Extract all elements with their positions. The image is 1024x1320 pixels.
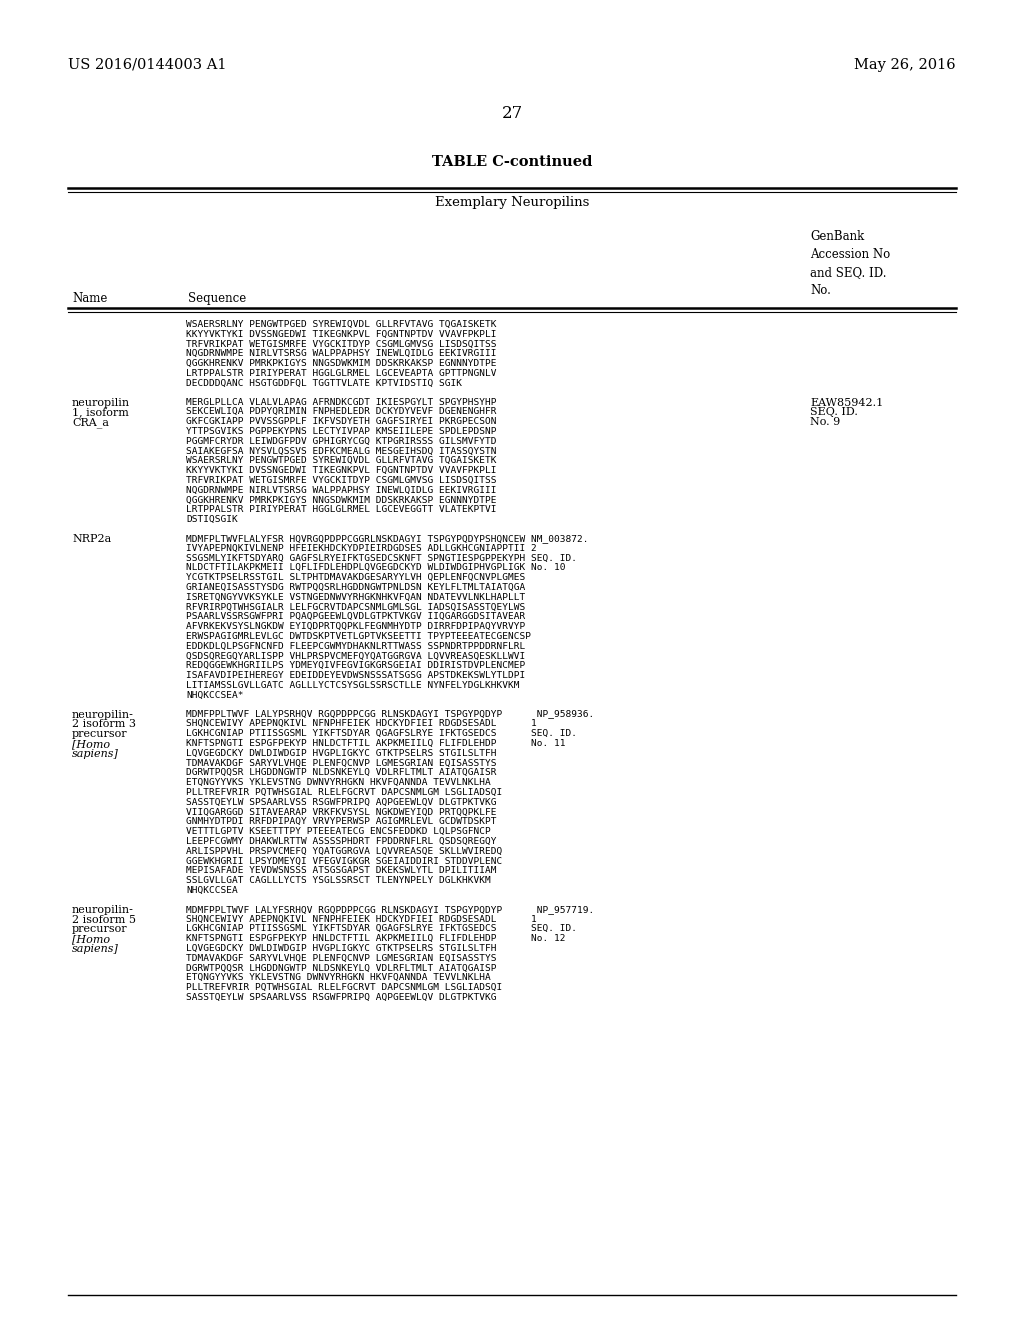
Text: QGGKHRENKV PMRKPKIGYS NNGSDWKMIM DDSKRKAKSP EGNNNYDTPE: QGGKHRENKV PMRKPKIGYS NNGSDWKMIM DDSKRKA…	[186, 359, 497, 368]
Text: SHQNCEWIVY APEPNQKIVL NFNPHFEIEK HDCKYDFIEI RDGDSESADL      1: SHQNCEWIVY APEPNQKIVL NFNPHFEIEK HDCKYDF…	[186, 719, 537, 729]
Text: ERWSPAGIGMRLEVLGC DWTDSKPTVETLGPTVKSEETTI TPYPTEEEATECGENCSP: ERWSPAGIGMRLEVLGC DWTDSKPTVETLGPTVKSEETT…	[186, 632, 531, 642]
Text: MEPISAFADE YEVDWSNSSS ATSGSGAPST DKEKSWLYTL DPILITIIAM: MEPISAFADE YEVDWSNSSS ATSGSGAPST DKEKSWL…	[186, 866, 497, 875]
Text: May 26, 2016: May 26, 2016	[854, 58, 956, 73]
Text: LGKHCGNIAP PTIISSGSML YIKFTSDYAR QGAGFSLRYE IFKTGSEDCS      SEQ. ID.: LGKHCGNIAP PTIISSGSML YIKFTSDYAR QGAGFSL…	[186, 729, 577, 738]
Text: DSTIQSGIK: DSTIQSGIK	[186, 515, 238, 524]
Text: MERGLPLLCA VLALVLAPAG AFRNDKCGDT IKIESPGYLT SPGYPHSYHP: MERGLPLLCA VLALVLAPAG AFRNDKCGDT IKIESPG…	[186, 397, 497, 407]
Text: LQVGEGDCKY DWLDIWDGIP HVGPLIGKYC GTKTPSELRS STGILSLTFH: LQVGEGDCKY DWLDIWDGIP HVGPLIGKYC GTKTPSE…	[186, 944, 497, 953]
Text: SASSTQEYLW SPSAARLVSS RSGWFPRIPQ AQPGEEWLQV DLGTPKTVKG: SASSTQEYLW SPSAARLVSS RSGWFPRIPQ AQPGEEW…	[186, 797, 497, 807]
Text: LEEPFCGWMY DHAKWLRTTW ASSSSPHDRT FPDDRNFLRL QSDSQREGQY: LEEPFCGWMY DHAKWLRTTW ASSSSPHDRT FPDDRNF…	[186, 837, 497, 846]
Text: PSAARLVSSRSGWFPRI PQAQPGEEWLQVDLGTPKTVKGV IIQGARGGDSITAVEAR: PSAARLVSSRSGWFPRI PQAQPGEEWLQVDLGTPKTVKG…	[186, 612, 525, 622]
Text: ARLISPPVHL PRSPVCMEFQ YQATGGRGVA LQVVREASQE SKLLWVIREDQ: ARLISPPVHL PRSPVCMEFQ YQATGGRGVA LQVVREA…	[186, 847, 502, 855]
Text: ETQNGYYVKS YKLEVSTNG DWNVYRHGKN HKVFQANNDA TEVVLNKLHA: ETQNGYYVKS YKLEVSTNG DWNVYRHGKN HKVFQANN…	[186, 779, 490, 787]
Text: 2 isoform 5: 2 isoform 5	[72, 915, 136, 924]
Text: NLDCTFTILAKPKMEII LQFLIFDLEHDPLQVGEGDCKYD WLDIWDGIPHVGPLIGK No. 10: NLDCTFTILAKPKMEII LQFLIFDLEHDPLQVGEGDCKY…	[186, 564, 565, 573]
Text: NQGDRNWMPE NIRLVTSRSG WALPPAPHSY INEWLQIDLG EEKIVRGIII: NQGDRNWMPE NIRLVTSRSG WALPPAPHSY INEWLQI…	[186, 350, 497, 359]
Text: PLLTREFVRIR PQTWHSGIAL RLELFGCRVT DAPCSNMLGM LSGLIADSQI: PLLTREFVRIR PQTWHSGIAL RLELFGCRVT DAPCSN…	[186, 983, 502, 993]
Text: DGRWTPQQSR LHGDDNGWTP NLDSNKEYLQ VDLRFLTMLT AIATQGAISR: DGRWTPQQSR LHGDDNGWTP NLDSNKEYLQ VDLRFLT…	[186, 768, 497, 777]
Text: ISRETQNGYVVKSYKLE VSTNGEDNWVYRHGKNHKVFQAN NDATEVVLNKLHAPLLT: ISRETQNGYVVKSYKLE VSTNGEDNWVYRHGKNHKVFQA…	[186, 593, 525, 602]
Text: ISAFAVDIPEIHEREGY EDEIDDEYEVDWSNSSSATSGSG APSTDKEKSWLYTLDPI: ISAFAVDIPEIHEREGY EDEIDDEYEVDWSNSSSATSGS…	[186, 671, 525, 680]
Text: DGRWTPQQSR LHGDDNGWTP NLDSNKEYLQ VDLRFLTMLT AIATQGAISP: DGRWTPQQSR LHGDDNGWTP NLDSNKEYLQ VDLRFLT…	[186, 964, 497, 973]
Text: US 2016/0144003 A1: US 2016/0144003 A1	[68, 58, 226, 73]
Text: Sequence: Sequence	[188, 292, 246, 305]
Text: SSGSMLYIKFTSDYARQ GAGFSLRYEIFKTGSEDCSKNFT SPNGTIESPGPPEKYPH SEQ. ID.: SSGSMLYIKFTSDYARQ GAGFSLRYEIFKTGSEDCSKNF…	[186, 553, 577, 562]
Text: TDMAVAKDGF SARYVLVHQE PLENFQCNVP LGMESGRIAN EQISASSTYS: TDMAVAKDGF SARYVLVHQE PLENFQCNVP LGMESGR…	[186, 759, 497, 768]
Text: IVYAPEPNQKIVLNENP HFEIEKHDCKYDPIEIRDGDSES ADLLGKHCGNIAPPTII 2: IVYAPEPNQKIVLNENP HFEIEKHDCKYDPIEIRDGDSE…	[186, 544, 537, 553]
Text: TABLE C-continued: TABLE C-continued	[432, 154, 592, 169]
Text: sapiens]: sapiens]	[72, 748, 119, 759]
Text: PLLTREFVRIR PQTWHSGIAL RLELFGCRVT DAPCSNMLGM LSGLIADSQI: PLLTREFVRIR PQTWHSGIAL RLELFGCRVT DAPCSN…	[186, 788, 502, 797]
Text: SASSTQEYLW SPSAARLVSS RSGWFPRIPQ AQPGEEWLQV DLGTPKTVKG: SASSTQEYLW SPSAARLVSS RSGWFPRIPQ AQPGEEW…	[186, 993, 497, 1002]
Text: QSDSQREGQYARLISPP VHLPRSPVCMEFQYQATGGRGVA LQVVREASQESKLLWVI: QSDSQREGQYARLISPP VHLPRSPVCMEFQYQATGGRGV…	[186, 652, 525, 660]
Text: LITIAMSSLGVLLGATC AGLLLYCTCSYSGLSSRSCTLLE NYNFELYDGLKHKVKM: LITIAMSSLGVLLGATC AGLLLYCTCSYSGLSSRSCTLL…	[186, 681, 519, 690]
Text: Name: Name	[72, 292, 108, 305]
Text: VETTTLGPTV KSEETTTPY PTEEEATECG ENCSFEDDKD LQLPSGFNCP: VETTTLGPTV KSEETTTPY PTEEEATECG ENCSFEDD…	[186, 828, 490, 836]
Text: NRP2a: NRP2a	[72, 535, 112, 544]
Text: NQGDRNWMPE NIRLVTSRSG WALPPAPHSY INEWLQIDLG EEKIVRGIII: NQGDRNWMPE NIRLVTSRSG WALPPAPHSY INEWLQI…	[186, 486, 497, 495]
Text: VIIQGARGGD SITAVEARAP VRKFKVSYSL NGKDWEYIQD PRTQQPKLFE: VIIQGARGGD SITAVEARAP VRKFKVSYSL NGKDWEY…	[186, 808, 497, 817]
Text: LRTPPALSTR PIRIYPERAT HGGLGLRMEL LGCEVEAPTA GPTTPNGNLV: LRTPPALSTR PIRIYPERAT HGGLGLRMEL LGCEVEA…	[186, 370, 497, 378]
Text: KKYYVKTYKI DVSSNGEDWI TIKEGNKPVL FQGNTNPTDV VVAVFPKPLI: KKYYVKTYKI DVSSNGEDWI TIKEGNKPVL FQGNTNP…	[186, 466, 497, 475]
Text: GKFCGKIAPP PVVSSGPPLF IKFVSDYETH GAGFSIRYEI PKRGPECSON: GKFCGKIAPP PVVSSGPPLF IKFVSDYETH GAGFSIR…	[186, 417, 497, 426]
Text: RFVRIRPQTWHSGIALR LELFGCRVTDAPCSNMLGMLSGL IADSQISASSTQEYLWS: RFVRIRPQTWHSGIALR LELFGCRVTDAPCSNMLGMLSG…	[186, 603, 525, 611]
Text: neuropilin-: neuropilin-	[72, 710, 134, 719]
Text: SEKCEWLIQA PDPYQRIMIN FNPHEDLEDR DCKYDYVEVF DGENENGHFR: SEKCEWLIQA PDPYQRIMIN FNPHEDLEDR DCKYDYV…	[186, 408, 497, 416]
Text: KKYYVKTYKI DVSSNGEDWI TIKEGNKPVL FQGNTNPTDV VVAVFPKPLI: KKYYVKTYKI DVSSNGEDWI TIKEGNKPVL FQGNTNP…	[186, 330, 497, 339]
Text: YTTPSGVIKS PGPPEKYPNS LECTYIVPAP KMSEIILEPE SPDLEPDSNP: YTTPSGVIKS PGPPEKYPNS LECTYIVPAP KMSEIIL…	[186, 426, 497, 436]
Text: DECDDDQANC HSGTGDDFQL TGGTTVLATE KPTVIDSTIQ SGIK: DECDDDQANC HSGTGDDFQL TGGTTVLATE KPTVIDS…	[186, 379, 462, 388]
Text: PGGMFCRYDR LEIWDGFPDV GPHIGRYCGQ KTPGRIRSSS GILSMVFYTD: PGGMFCRYDR LEIWDGFPDV GPHIGRYCGQ KTPGRIR…	[186, 437, 497, 446]
Text: LQVGEGDCKY DWLDIWDGIP HVGPLIGKYC GTKTPSELRS STGILSLTFH: LQVGEGDCKY DWLDIWDGIP HVGPLIGKYC GTKTPSE…	[186, 748, 497, 758]
Text: CRA_a: CRA_a	[72, 417, 109, 428]
Text: TRFVRIKPAT WETGISMRFE VYGCKITDYP CSGMLGMVSG LISDSQITSS: TRFVRIKPAT WETGISMRFE VYGCKITDYP CSGMLGM…	[186, 477, 497, 484]
Text: SSLGVLLGAT CAGLLLYCTS YSGLSSRSCT TLENYNPELY DGLKHKVKM: SSLGVLLGAT CAGLLLYCTS YSGLSSRSCT TLENYNP…	[186, 876, 490, 886]
Text: SHQNCEWIVY APEPNQKIVL NFNPHFEIEK HDCKYDFIEI RDGDSESADL      1: SHQNCEWIVY APEPNQKIVL NFNPHFEIEK HDCKYDF…	[186, 915, 537, 924]
Text: Exemplary Neuropilins: Exemplary Neuropilins	[435, 195, 589, 209]
Text: MDMFPLTWVFLALYFSR HQVRGQPDPPCGGRLNSKDAGYI TSPGYPQDYPSHQNCEW NM_003872.: MDMFPLTWVFLALYFSR HQVRGQPDPPCGGRLNSKDAGY…	[186, 535, 589, 543]
Text: WSAERSRLNY PENGWTPGED SYREWIQVDL GLLRFVTAVG TQGAISKETK: WSAERSRLNY PENGWTPGED SYREWIQVDL GLLRFVT…	[186, 457, 497, 466]
Text: LGKHCGNIAP PTIISSGSML YIKFTSDYAR QGAGFSLRYE IFKTGSEDCS      SEQ. ID.: LGKHCGNIAP PTIISSGSML YIKFTSDYAR QGAGFSL…	[186, 924, 577, 933]
Text: KNFTSPNGTI ESPGFPEKYP HNLDCTFTIL AKPKMEIILQ FLIFDLEHDP      No. 12: KNFTSPNGTI ESPGFPEKYP HNLDCTFTIL AKPKMEI…	[186, 935, 565, 944]
Text: WSAERSRLNY PENGWTPGED SYREWIQVDL GLLRFVTAVG TQGAISKETK: WSAERSRLNY PENGWTPGED SYREWIQVDL GLLRFVT…	[186, 319, 497, 329]
Text: sapiens]: sapiens]	[72, 944, 119, 954]
Text: [Homo: [Homo	[72, 935, 111, 944]
Text: KNFTSPNGTI ESPGFPEKYP HNLDCTFTIL AKPKMEIILQ FLIFDLEHDP      No. 11: KNFTSPNGTI ESPGFPEKYP HNLDCTFTIL AKPKMEI…	[186, 739, 565, 748]
Text: NHQKCCSEA: NHQKCCSEA	[186, 886, 238, 895]
Text: [Homo: [Homo	[72, 739, 111, 748]
Text: GNMHYDTPDI RRFDPIPAQY VRVYPERWSP AGIGMRLEVL GCDWTDSKPT: GNMHYDTPDI RRFDPIPAQY VRVYPERWSP AGIGMRL…	[186, 817, 497, 826]
Text: 2 isoform 3: 2 isoform 3	[72, 719, 136, 730]
Text: neuropilin: neuropilin	[72, 397, 130, 408]
Text: precursor: precursor	[72, 924, 128, 935]
Text: AFVRKEKVSYSLNGKDW EYIQDPRTQQPKLFEGNMHYDTP DIRRFDPIPAQYVRVYP: AFVRKEKVSYSLNGKDW EYIQDPRTQQPKLFEGNMHYDT…	[186, 622, 525, 631]
Text: SEQ. ID.: SEQ. ID.	[810, 408, 858, 417]
Text: 27: 27	[502, 106, 522, 121]
Text: 1, isoform: 1, isoform	[72, 408, 129, 417]
Text: TRFVRIKPAT WETGISMRFE VYGCKITDYP CSGMLGMVSG LISDSQITSS: TRFVRIKPAT WETGISMRFE VYGCKITDYP CSGMLGM…	[186, 339, 497, 348]
Text: EDDKDLQLPSGFNCNFD FLEEPCGWMYDHAKNLRTTWASS SSPNDRTPPDDRNFLRL: EDDKDLQLPSGFNCNFD FLEEPCGWMYDHAKNLRTTWAS…	[186, 642, 525, 651]
Text: REDQGGEWKHGRIILPS YDMEYQIVFEGVIGKGRSGEIAI DDIRISTDVPLENCMEP: REDQGGEWKHGRIILPS YDMEYQIVFEGVIGKGRSGEIA…	[186, 661, 525, 671]
Text: EAW85942.1: EAW85942.1	[810, 397, 884, 408]
Text: YCGTKTPSELRSSTGIL SLTPHTDMAVAKDGESARYYLVH QEPLENFQCNVPLGMES: YCGTKTPSELRSSTGIL SLTPHTDMAVAKDGESARYYLV…	[186, 573, 525, 582]
Text: GenBank
Accession No
and SEQ. ID.
No.: GenBank Accession No and SEQ. ID. No.	[810, 230, 890, 297]
Text: MDMFPPLTWVF LALYFSRHQV RGQPDPPCGG RLNSKDAGYI TSPGYPQDYP      NP_957719.: MDMFPPLTWVF LALYFSRHQV RGQPDPPCGG RLNSKD…	[186, 904, 594, 913]
Text: No. 9: No. 9	[810, 417, 841, 428]
Text: QGGKHRENKV PMRKPKIGYS NNGSDWKMIM DDSKRKAKSP EGNNNYDTPE: QGGKHRENKV PMRKPKIGYS NNGSDWKMIM DDSKRKA…	[186, 495, 497, 504]
Text: ETQNGYYVKS YKLEVSTNG DWNVYRHGKN HKVFQANNDA TEVVLNKLHA: ETQNGYYVKS YKLEVSTNG DWNVYRHGKN HKVFQANN…	[186, 973, 490, 982]
Text: SAIAKEGFSA NYSVLQSSVS EDFKCMEALG MESGEIHSDQ ITASSQYSTN: SAIAKEGFSA NYSVLQSSVS EDFKCMEALG MESGEIH…	[186, 446, 497, 455]
Text: precursor: precursor	[72, 729, 128, 739]
Text: neuropilin-: neuropilin-	[72, 904, 134, 915]
Text: GRIANEQISASSTYSDG RWTPQQSRLHGDDNGWTPNLDSN KEYLFLTMLTAIATQGA: GRIANEQISASSTYSDG RWTPQQSRLHGDDNGWTPNLDS…	[186, 583, 525, 591]
Text: LRTPPALSTR PIRIYPERAT HGGLGLRMEL LGCEVEGGTT VLATEKPTVI: LRTPPALSTR PIRIYPERAT HGGLGLRMEL LGCEVEG…	[186, 506, 497, 515]
Text: NHQKCCSEA*: NHQKCCSEA*	[186, 690, 244, 700]
Text: MDMFPPLTWVF LALYPSRHQV RGQPDPPCGG RLNSKDAGYI TSPGYPQDYP      NP_958936.: MDMFPPLTWVF LALYPSRHQV RGQPDPPCGG RLNSKD…	[186, 710, 594, 718]
Text: GGEWKHGRII LPSYDMEYQI VFEGVIGKGR SGEIAIDDIRI STDDVPLENC: GGEWKHGRII LPSYDMEYQI VFEGVIGKGR SGEIAID…	[186, 857, 502, 866]
Text: TDMAVAKDGF SARYVLVHQE PLENFQCNVP LGMESGRIAN EQISASSTYS: TDMAVAKDGF SARYVLVHQE PLENFQCNVP LGMESGR…	[186, 954, 497, 962]
